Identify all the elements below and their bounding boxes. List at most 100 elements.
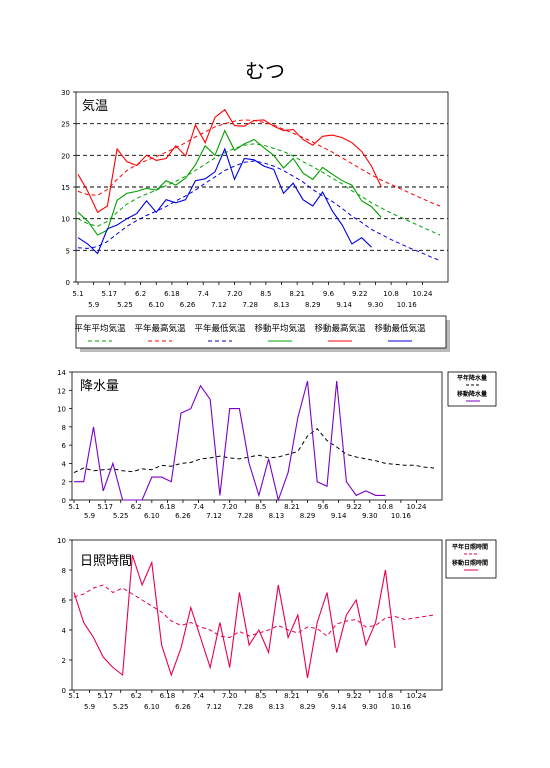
y-tick-label: 10 [57,406,66,414]
x-tick-label: 5.17 [102,290,118,298]
x-tick-label: 9.30 [368,301,384,309]
series-line-4 [77,108,382,214]
y-tick-label: 10 [61,216,70,224]
x-tick-label: 7.20 [222,692,238,700]
x-tick-label: 9.22 [346,503,362,511]
chart-title: 降水量 [80,379,119,394]
x-tick-label: 8.29 [300,703,316,711]
temperature-legend: 平年平均気温 平年最高気温 平年最低気温 移動平均気温 移動最高気温 移動最低気温 [74,315,450,352]
x-tick-label: 9.6 [323,290,335,298]
legend-label: 移動降水量 [457,390,487,398]
x-tick-label: 7.4 [193,692,205,700]
plot-frame [71,539,443,691]
x-tick-label: 8.5 [255,503,266,511]
x-tick-label: 10.24 [406,692,427,700]
x-tick-label: 10.8 [378,692,394,700]
x-tick-label: 9.14 [331,512,347,520]
y-tick-label: 8 [62,424,66,432]
y-tick-label: 25 [61,121,70,129]
y-tick-label: 2 [62,657,66,665]
x-tick-label: 10.16 [391,703,412,711]
x-tick-label: 5.9 [84,703,95,711]
x-tick-label: 10.16 [397,301,418,309]
x-tick-label: 6.26 [175,703,191,711]
y-tick-label: 6 [62,597,67,605]
y-tick-label: 4 [62,627,67,635]
x-tick-label: 8.21 [284,692,300,700]
x-tick-label: 8.29 [300,512,316,520]
x-tick-label: 8.13 [274,301,290,309]
x-tick-label: 9.30 [362,703,378,711]
x-tick-label: 6.10 [144,703,160,711]
series-line-1 [74,380,386,502]
x-tick-label: 8.5 [260,290,271,298]
x-tick-label: 9.22 [352,290,368,298]
x-tick-label: 8.5 [255,692,266,700]
x-tick-label: 6.18 [160,692,176,700]
x-tick-label: 5.9 [88,301,99,309]
y-tick-label: 0 [62,497,66,505]
y-tick-label: 14 [57,369,66,377]
x-tick-label: 6.18 [160,503,176,511]
legend-box [445,539,497,579]
x-tick-label: 5.9 [84,512,95,520]
x-tick-label: 6.26 [175,512,191,520]
x-tick-label: 5.17 [97,503,113,511]
x-tick-label: 6.10 [144,512,160,520]
x-tick-label: 7.12 [206,703,222,711]
x-tick-label: 9.30 [362,512,378,520]
x-tick-label: 9.6 [318,503,330,511]
x-tick-label: 5.25 [113,512,129,520]
x-tick-label: 6.2 [135,290,146,298]
x-tick-label: 10.16 [391,512,412,520]
x-tick-label: 8.13 [269,512,285,520]
x-tick-label: 5.1 [68,692,79,700]
x-tick-label: 7.28 [242,301,258,309]
legend-label: 平年降水量 [457,374,487,382]
x-tick-label: 7.28 [237,512,253,520]
series-line-0 [73,584,435,639]
legend-label: 平年最低気温 [194,323,246,334]
y-tick-label: 2 [62,479,66,487]
series-line-0 [77,143,441,236]
series-line-0 [73,428,435,474]
y-tick-label: 6 [62,442,67,450]
x-tick-label: 10.8 [378,503,394,511]
sunshine-chart: 日照時間 0 2 4 6 8 10 5.1 5.17 6.2 6.18 7.4 7.20 8.5 8.21… [57,537,443,711]
x-tick-label: 7.28 [237,703,253,711]
y-tick-label: 8 [62,567,66,575]
legend-box [75,315,447,349]
y-tick-label: 0 [66,279,70,287]
x-tick-label: 7.4 [198,290,210,298]
legend-label: 平年最高気温 [134,323,186,334]
x-tick-label: 9.22 [346,692,362,700]
x-tick-label: 9.14 [336,301,352,309]
y-tick-label: 10 [57,537,66,545]
legend-label: 平年平均気温 [74,323,126,334]
x-tick-label: 7.12 [206,512,222,520]
legend-label: 移動最高気温 [314,323,366,334]
x-tick-label: 5.1 [72,290,83,298]
series-line-1 [73,554,396,679]
chart-title: 日照時間 [80,554,132,569]
series-line-5 [77,147,372,255]
x-tick-label: 7.4 [193,503,205,511]
x-tick-label: 5.25 [113,703,129,711]
x-tick-label: 8.13 [269,703,285,711]
y-tick-label: 0 [62,687,66,695]
series-line-2 [77,160,441,261]
x-tick-label: 7.20 [222,503,238,511]
x-tick-label: 10.24 [406,503,427,511]
x-tick-label: 8.29 [305,301,321,309]
y-tick-label: 20 [61,152,70,160]
y-tick-label: 30 [61,89,70,97]
chart-title: 気温 [82,98,108,114]
series-line-3 [77,129,382,236]
x-tick-label: 5.17 [97,692,113,700]
y-tick-label: 12 [57,387,66,395]
plot-frame [71,371,443,501]
